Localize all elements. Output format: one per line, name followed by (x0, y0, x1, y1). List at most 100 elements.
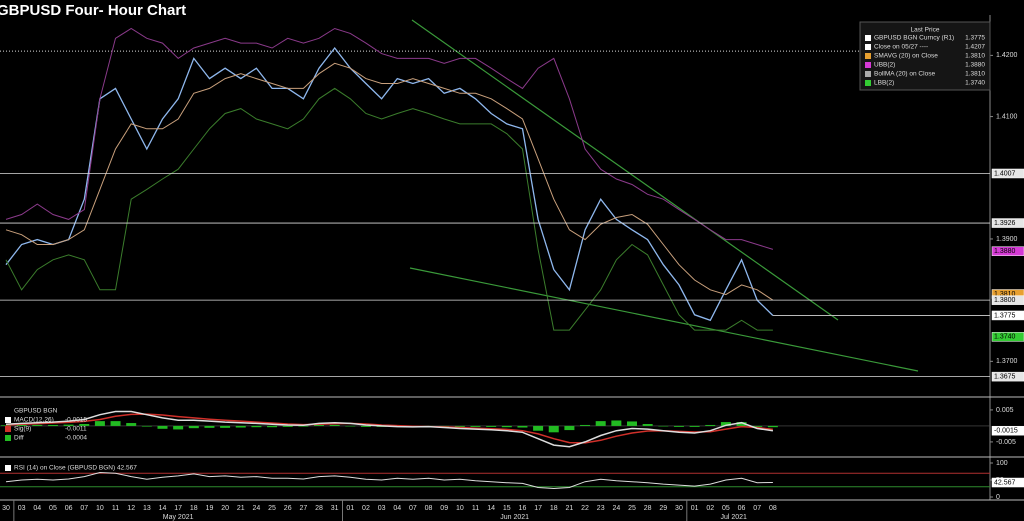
diff-bar (282, 425, 293, 427)
diff-bar (251, 425, 262, 428)
month-label: May 2021 (163, 514, 194, 521)
legend-value: -0.0015 (65, 417, 87, 424)
x-tick-label: 29 (659, 505, 667, 512)
diff-bar (611, 420, 622, 426)
price-tag: 1.3880 (994, 248, 1016, 255)
legend-value: 1.3810 (965, 53, 985, 60)
legend-value: -0.0004 (65, 435, 87, 442)
x-tick-label: 24 (253, 505, 261, 512)
legend-swatch (865, 62, 871, 68)
y-tick-label: 100 (996, 460, 1008, 467)
legend-label: Diff (14, 435, 24, 442)
diff-bar (658, 425, 669, 427)
ref-line-label: 1.3926 (994, 220, 1016, 227)
diff-bar (517, 425, 528, 428)
diff-bar (580, 424, 591, 426)
legend-label: Sig(9) (14, 426, 31, 433)
x-tick-label: 05 (49, 505, 57, 512)
legend-value: 1.3775 (965, 35, 985, 42)
legend-swatch (865, 80, 871, 86)
ref-line-label: 1.3675 (994, 373, 1016, 380)
x-tick-label: 11 (472, 505, 479, 512)
diff-bar (486, 425, 497, 427)
diff-bar (705, 424, 716, 426)
x-tick-label: 14 (159, 505, 167, 512)
diff-bar (1, 425, 11, 426)
x-tick-label: 14 (487, 505, 495, 512)
legend-label: RSI (14) on Close (GBPUSD BGN) 42.567 (14, 465, 137, 472)
diff-bar (126, 423, 137, 426)
x-tick-label: 03 (378, 505, 386, 512)
diff-bar (188, 425, 199, 429)
x-tick-label: 25 (268, 505, 276, 512)
x-tick-label: 15 (503, 505, 511, 512)
x-tick-label: 23 (597, 505, 605, 512)
diff-bar (173, 425, 184, 430)
rsi-tag-box (991, 477, 1024, 488)
x-tick-label: 17 (534, 505, 542, 512)
diff-bar (454, 425, 465, 427)
diff-bar (720, 422, 731, 426)
x-tick-label: 26 (284, 505, 292, 512)
price-tag: 1.3810 (994, 291, 1016, 298)
diff-bar (267, 425, 278, 428)
legend-label: Close on 05/27 ---- (874, 44, 928, 51)
y-tick-label: 1.3700 (996, 358, 1018, 365)
diff-bar (533, 425, 544, 431)
diff-bar (360, 425, 371, 427)
x-tick-label: 18 (550, 505, 558, 512)
diff-bar (564, 425, 575, 431)
legend-value: 1.3810 (965, 71, 985, 78)
diff-bar (548, 425, 559, 433)
price-tag-box (991, 246, 1024, 256)
x-tick-label: 06 (65, 505, 73, 512)
legend-swatch (5, 465, 11, 471)
series-line (5, 87, 773, 331)
x-tick-label: 22 (581, 505, 589, 512)
diff-bar (298, 425, 309, 427)
x-tick-label: 16 (519, 505, 527, 512)
legend-title: GBPUSD BGN (14, 408, 58, 415)
diff-bar (470, 425, 481, 427)
series-line (5, 410, 774, 448)
diff-bar (47, 424, 58, 426)
diff-bar (110, 421, 121, 426)
diff-bar (94, 421, 105, 426)
legend-value: 1.3740 (965, 80, 985, 87)
legend-swatch (865, 44, 871, 50)
diff-bar (141, 425, 152, 427)
x-tick-label: 27 (299, 505, 307, 512)
x-tick-label: 03 (18, 505, 26, 512)
diff-bar (752, 425, 763, 427)
x-tick-label: 17 (174, 505, 182, 512)
price-tag: 1.3740 (994, 334, 1016, 341)
x-tick-label: 02 (362, 505, 370, 512)
legend-box (859, 21, 991, 91)
last-price-label-box (991, 310, 1024, 321)
rsi-tag: 42.567 (994, 479, 1016, 486)
legend-swatch (5, 435, 11, 441)
month-label: Jun 2021 (500, 514, 529, 521)
chart-title: GBPUSD Four- Hour Chart (0, 2, 186, 19)
legend-label: UBB(2) (874, 62, 895, 69)
diff-bar (329, 424, 340, 426)
month-label: Jul 2021 (720, 514, 747, 521)
y-tick-label: 1.4200 (996, 52, 1018, 59)
y-tick-label: -0.005 (996, 439, 1016, 446)
diff-bar (736, 422, 747, 426)
y-tick-label: 0.005 (996, 407, 1014, 414)
ref-line-label-box (991, 168, 1024, 179)
x-tick-label: 30 (675, 505, 683, 512)
series-line (5, 27, 774, 250)
x-tick-label: 10 (456, 505, 464, 512)
legend-label: LBB(2) (874, 80, 894, 87)
rsi-line (5, 471, 773, 490)
x-tick-label: 08 (425, 505, 433, 512)
legend-swatch (5, 426, 11, 432)
x-tick-label: 09 (440, 505, 448, 512)
legend-label: BollMA (20) on Close (874, 71, 935, 78)
x-tick-label: 21 (566, 505, 574, 512)
diff-bar (642, 424, 653, 426)
x-tick-label: 02 (706, 505, 714, 512)
